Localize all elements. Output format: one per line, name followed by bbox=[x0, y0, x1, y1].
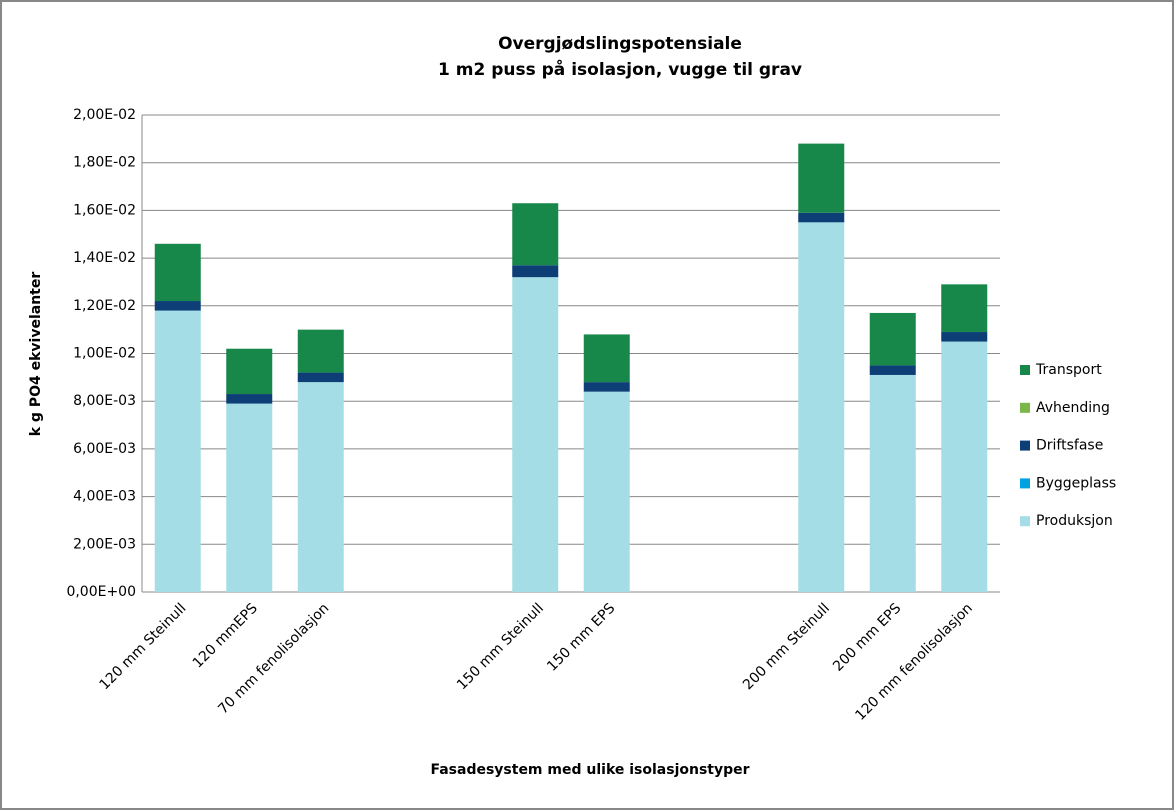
chart-subtitle: 1 m2 puss på isolasjon, vugge til grav bbox=[438, 58, 802, 80]
bar-segment bbox=[226, 403, 273, 592]
y-tick-label: 8,00E-03 bbox=[73, 393, 136, 409]
y-axis-title: k g PO4 ekvivelanter bbox=[28, 272, 44, 437]
bar-segment bbox=[583, 391, 630, 592]
legend-label: Driftsfase bbox=[1036, 438, 1103, 454]
bar-segment bbox=[941, 284, 988, 333]
bar-segment bbox=[512, 265, 559, 278]
bar-segment bbox=[583, 334, 630, 383]
y-tick-label: 1,00E-02 bbox=[73, 346, 136, 362]
bar-segment bbox=[512, 203, 559, 266]
chart-title: Overgjødslingspotensiale bbox=[498, 34, 742, 54]
legend-label: Byggeplass bbox=[1036, 475, 1116, 491]
y-tick-label: 2,00E-03 bbox=[73, 536, 136, 552]
y-tick-label: 2,00E-02 bbox=[73, 107, 136, 123]
bar-segment bbox=[297, 382, 344, 592]
bar-segment bbox=[941, 332, 988, 342]
bar-segment bbox=[798, 212, 845, 223]
y-tick-label: 4,00E-03 bbox=[73, 489, 136, 505]
legend-swatch bbox=[1020, 365, 1030, 375]
bar-segment bbox=[297, 329, 344, 373]
y-tick-label: 1,40E-02 bbox=[73, 250, 136, 266]
bar-segment bbox=[154, 301, 201, 311]
bar-segment bbox=[941, 341, 988, 592]
bar-segment bbox=[583, 382, 630, 392]
bar-segment bbox=[226, 394, 273, 404]
bar-segment bbox=[869, 374, 916, 592]
y-tick-label: 1,20E-02 bbox=[73, 298, 136, 314]
x-axis-title: Fasadesystem med ulike isolasjonstyper bbox=[430, 762, 749, 778]
legend-label: Avhending bbox=[1036, 400, 1110, 416]
legend-swatch bbox=[1020, 516, 1030, 527]
legend-swatch bbox=[1020, 478, 1030, 489]
legend-label: Produksjon bbox=[1036, 513, 1113, 529]
y-tick-label: 0,00E+00 bbox=[66, 584, 136, 600]
bar-segment bbox=[226, 348, 273, 395]
bar-segment bbox=[869, 365, 916, 375]
legend-swatch bbox=[1020, 440, 1030, 451]
bar-segment bbox=[297, 372, 344, 383]
legend-swatch bbox=[1020, 402, 1030, 413]
bar-segment bbox=[512, 277, 559, 592]
bar-segment bbox=[154, 243, 201, 302]
bar-segment bbox=[798, 222, 845, 592]
bar-segment bbox=[154, 310, 201, 592]
legend-label: Transport bbox=[1035, 362, 1102, 378]
y-tick-label: 1,60E-02 bbox=[73, 202, 136, 218]
bar-segment bbox=[869, 312, 916, 366]
y-tick-label: 1,80E-02 bbox=[73, 155, 136, 171]
bar-segment bbox=[798, 143, 845, 213]
y-tick-label: 6,00E-03 bbox=[73, 441, 136, 457]
